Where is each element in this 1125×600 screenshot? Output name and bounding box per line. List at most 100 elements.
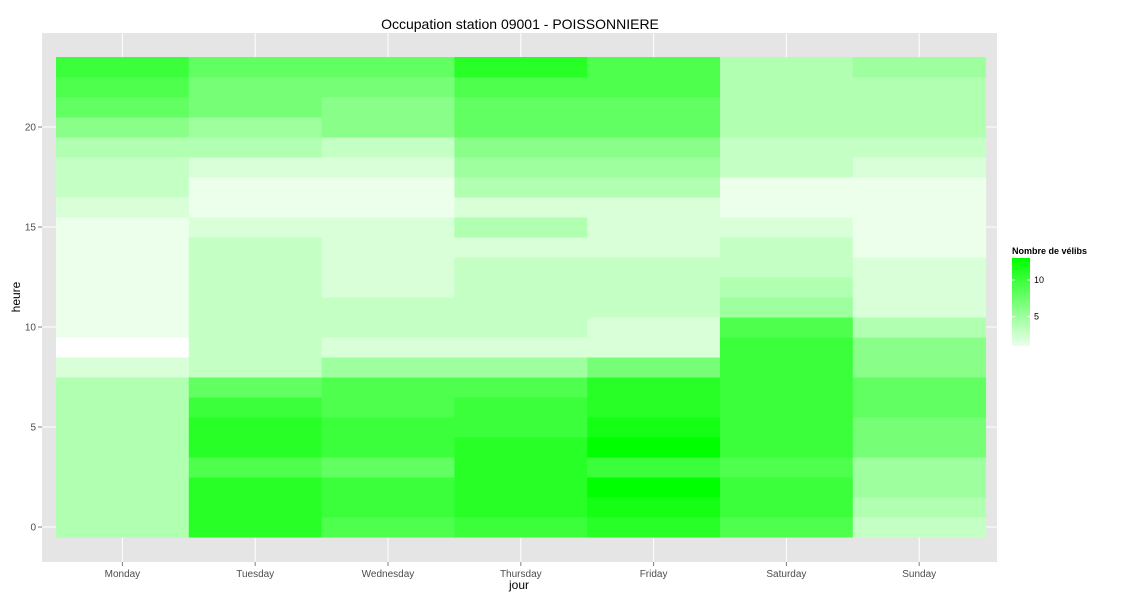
heatmap-cell xyxy=(852,277,987,298)
heatmap-cell xyxy=(587,337,721,358)
heatmap-cell xyxy=(454,357,588,378)
x-tick-label: Tuesday xyxy=(236,569,274,580)
heatmap-cell xyxy=(720,97,854,118)
y-tick-label: 15 xyxy=(25,223,37,234)
heatmap-cell xyxy=(587,457,721,478)
y-tick-label: 10 xyxy=(25,323,37,334)
heatmap-cell xyxy=(454,457,588,478)
heatmap-cell xyxy=(56,397,190,418)
heatmap-cell xyxy=(188,317,323,338)
heatmap-cell xyxy=(852,157,987,178)
heatmap-cell xyxy=(56,337,190,358)
heatmap-cell xyxy=(56,317,190,338)
heatmap-cell xyxy=(188,177,323,198)
heatmap-cell xyxy=(587,517,721,538)
heatmap-cell xyxy=(720,257,854,278)
heatmap-cell xyxy=(188,257,323,278)
heatmap-cell xyxy=(56,297,190,318)
heatmap-cell xyxy=(188,477,323,498)
heatmap-cell xyxy=(587,417,721,438)
heatmap-cell xyxy=(321,97,455,118)
heatmap-cell xyxy=(321,397,455,418)
x-tick-label: Wednesday xyxy=(362,569,415,580)
heatmap-cell xyxy=(454,57,588,78)
heatmap-cell xyxy=(587,217,721,238)
heatmap-cell xyxy=(188,97,323,118)
heatmap-cell xyxy=(188,497,323,518)
heatmap-cell xyxy=(188,337,323,358)
x-tick-label: Sunday xyxy=(902,569,936,580)
heatmap-cell xyxy=(56,477,190,498)
heatmap-cell xyxy=(56,457,190,478)
x-tick-label: Friday xyxy=(640,569,668,580)
x-tick-label: Monday xyxy=(105,569,141,580)
heatmap-cell xyxy=(321,457,455,478)
heatmap-cell xyxy=(188,197,323,218)
y-tick-label: 20 xyxy=(25,123,37,134)
heatmap-cell xyxy=(852,357,987,378)
heatmap-cell xyxy=(321,217,455,238)
heatmap-cell xyxy=(454,417,588,438)
y-tick-label: 0 xyxy=(30,523,36,534)
heatmap-cell xyxy=(720,337,854,358)
heatmap-cell xyxy=(720,497,854,518)
heatmap-cell xyxy=(56,357,190,378)
heatmap-cell xyxy=(454,197,588,218)
heatmap-cell xyxy=(188,277,323,298)
heatmap-cell xyxy=(56,97,190,118)
heatmap-cell xyxy=(321,257,455,278)
heatmap-cell xyxy=(321,437,455,458)
heatmap-cell xyxy=(720,117,854,138)
heatmap-cell xyxy=(321,157,455,178)
heatmap-cell xyxy=(587,317,721,338)
heatmap-cell xyxy=(321,117,455,138)
heatmap-cell xyxy=(852,117,987,138)
heatmap-cell xyxy=(587,97,721,118)
heatmap-cell xyxy=(454,217,588,238)
heatmap-cell xyxy=(852,477,987,498)
heatmap-cell xyxy=(852,497,987,518)
heatmap-cell xyxy=(454,517,588,538)
heatmap-cell xyxy=(188,377,323,398)
heatmap-cell xyxy=(720,277,854,298)
heatmap-cell xyxy=(587,377,721,398)
heatmap-cell xyxy=(454,297,588,318)
heatmap-cell xyxy=(188,157,323,178)
legend-title: Nombre de vélibs xyxy=(1012,246,1087,256)
heatmap-cell xyxy=(56,77,190,98)
heatmap-cell xyxy=(720,417,854,438)
heatmap-cell xyxy=(321,237,455,258)
heatmap-cell xyxy=(720,157,854,178)
heatmap-cell xyxy=(852,377,987,398)
heatmap-cell xyxy=(587,237,721,258)
heatmap-cell xyxy=(852,257,987,278)
heatmap-cell xyxy=(852,197,987,218)
heatmap-cell xyxy=(720,517,854,538)
heatmap-cells xyxy=(56,57,987,538)
heatmap-cell xyxy=(188,417,323,438)
heatmap-cell xyxy=(321,277,455,298)
heatmap-cell xyxy=(188,397,323,418)
x-axis-title: jour xyxy=(508,578,529,592)
heatmap-cell xyxy=(852,297,987,318)
heatmap-cell xyxy=(188,297,323,318)
legend-tick-label: 5 xyxy=(1034,312,1039,322)
heatmap-cell xyxy=(188,237,323,258)
y-tick-label: 5 xyxy=(30,423,36,434)
heatmap-cell xyxy=(852,57,987,78)
heatmap-cell xyxy=(852,97,987,118)
heatmap-cell xyxy=(56,57,190,78)
heatmap-cell xyxy=(852,517,987,538)
heatmap-cell xyxy=(454,317,588,338)
heatmap-cell xyxy=(852,417,987,438)
heatmap-cell xyxy=(56,177,190,198)
heatmap-cell xyxy=(587,297,721,318)
heatmap-cell xyxy=(720,477,854,498)
heatmap-cell xyxy=(852,457,987,478)
heatmap-cell xyxy=(321,497,455,518)
heatmap-cell xyxy=(720,137,854,158)
heatmap-cell xyxy=(720,297,854,318)
heatmap-cell xyxy=(587,137,721,158)
heatmap-cell xyxy=(852,437,987,458)
